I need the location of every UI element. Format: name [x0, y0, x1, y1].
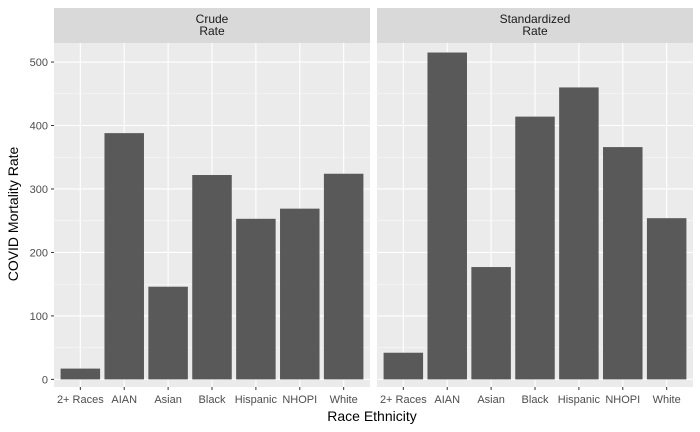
bar-2-races — [383, 352, 424, 380]
facet-strip-label: Rate — [199, 24, 225, 38]
x-tick-label: Black — [522, 394, 549, 406]
bar-black — [192, 175, 232, 380]
y-tick-label: 400 — [30, 121, 48, 133]
x-tick-label: 2+ Races — [57, 394, 104, 406]
y-tick-label: 500 — [30, 57, 48, 69]
x-tick-label: AIAN — [434, 394, 460, 406]
y-axis: 0 100 200 300 400 500 — [30, 57, 54, 386]
y-tick-label: 0 — [42, 374, 48, 386]
bar-nhopi — [280, 208, 320, 380]
x-tick-label: 2+ Races — [380, 394, 427, 406]
bar-asian — [471, 267, 511, 380]
facet-strip-label: Crude — [196, 12, 229, 26]
bar-black — [515, 116, 555, 380]
x-tick-label: AIAN — [111, 394, 137, 406]
x-tick-label: NHOPI — [605, 394, 640, 406]
bar-white — [323, 173, 364, 380]
bar-hispanic — [559, 87, 599, 380]
x-axis-title: Race Ethnicity — [327, 408, 416, 424]
bar-asian — [148, 286, 188, 380]
x-tick-label: Hispanic — [235, 394, 278, 406]
bar-hispanic — [236, 218, 276, 380]
facet-strip-label: Standardized — [500, 12, 571, 26]
y-tick-label: 300 — [30, 184, 48, 196]
facet-strip — [377, 8, 693, 43]
x-tick-label: Asian — [154, 394, 182, 406]
facet-strip — [54, 8, 370, 43]
y-axis-title: COVID Mortality Rate — [5, 146, 21, 281]
x-tick-label: White — [653, 394, 681, 406]
bar-nhopi — [603, 147, 643, 380]
x-tick-label: Asian — [477, 394, 505, 406]
facet-strip-label: Rate — [522, 24, 548, 38]
y-tick-label: 200 — [30, 247, 48, 259]
bar-white — [646, 218, 687, 380]
bar-2-races — [60, 368, 101, 380]
x-tick-label: Hispanic — [558, 394, 601, 406]
y-tick-label: 100 — [30, 311, 48, 323]
bar-aian — [427, 52, 467, 380]
x-tick-label: White — [330, 394, 358, 406]
bar-aian — [104, 133, 144, 380]
x-tick-label: NHOPI — [282, 394, 317, 406]
x-tick-label: Black — [199, 394, 226, 406]
